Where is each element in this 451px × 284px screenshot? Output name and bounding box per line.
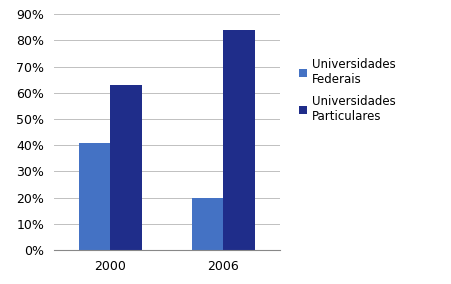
- Legend: Universidades
Federais, Universidades
Particulares: Universidades Federais, Universidades Pa…: [297, 55, 398, 126]
- Bar: [192, 198, 223, 250]
- Bar: [110, 85, 142, 250]
- Bar: [79, 143, 110, 250]
- Bar: [223, 30, 255, 250]
